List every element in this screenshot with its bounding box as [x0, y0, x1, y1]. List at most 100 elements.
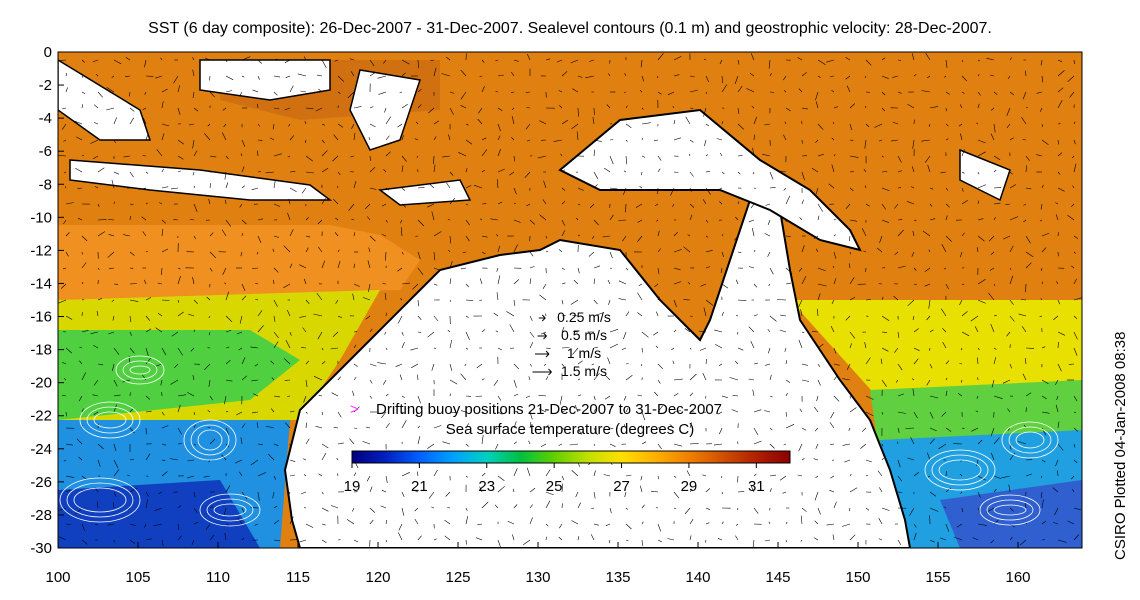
velocity-arrow [656, 219, 659, 222]
velocity-arrow [273, 107, 280, 110]
velocity-arrow [911, 251, 915, 257]
velocity-arrow [689, 347, 692, 350]
velocity-arrow [321, 150, 328, 157]
velocity-arrow [431, 506, 435, 509]
velocity-arrow [240, 251, 243, 257]
velocity-arrow [750, 203, 755, 209]
velocity-arrow [569, 443, 579, 446]
velocity-arrow [144, 91, 147, 95]
velocity-arrow [400, 298, 403, 301]
velocity-arrow [161, 248, 169, 253]
velocity-arrow [924, 267, 931, 272]
velocity-arrow [241, 219, 247, 225]
velocity-arrow [653, 331, 659, 336]
velocity-arrow [812, 331, 819, 333]
velocity-arrow [542, 199, 547, 205]
velocity-arrow [881, 203, 887, 210]
velocity-arrow [513, 202, 516, 205]
velocity-arrow [897, 427, 900, 433]
velocity-arrow [401, 187, 406, 191]
velocity-arrow [285, 75, 291, 78]
velocity-arrow [433, 120, 439, 125]
velocity-arrow [177, 394, 187, 397]
velocity-arrow [155, 327, 163, 333]
velocity-arrow [673, 507, 677, 510]
velocity-arrow [460, 267, 467, 270]
velocity-arrow [206, 296, 211, 301]
velocity-arrow [785, 282, 791, 285]
velocity-arrow [545, 523, 549, 527]
velocity-arrow [703, 307, 707, 317]
velocity-arrow [385, 116, 391, 125]
velocity-arrow [815, 91, 819, 101]
velocity-arrow [270, 137, 275, 141]
velocity-arrow [529, 504, 533, 509]
velocity-arrow [993, 123, 996, 133]
velocity-arrow [972, 537, 979, 541]
velocity-arrow [1055, 459, 1059, 467]
velocity-arrow [849, 343, 852, 349]
velocity-arrow [237, 517, 243, 525]
velocity-arrow [190, 347, 195, 352]
velocity-arrow [385, 393, 389, 397]
velocity-arrow [465, 299, 474, 301]
velocity-arrow [113, 117, 117, 125]
velocity-arrow [897, 393, 905, 397]
velocity-arrow [897, 219, 903, 221]
velocity-arrow [1009, 216, 1019, 221]
velocity-arrow [833, 501, 837, 509]
velocity-arrow [465, 539, 467, 545]
velocity-arrow [209, 535, 215, 541]
velocity-arrow [78, 456, 83, 461]
velocity-arrow [353, 106, 362, 109]
velocity-arrow [815, 475, 819, 479]
velocity-arrow [384, 107, 387, 113]
velocity-arrow [1054, 507, 1059, 516]
velocity-arrow [765, 203, 771, 206]
velocity-arrow [833, 347, 837, 354]
velocity-arrow [1073, 411, 1077, 413]
velocity-arrow [353, 263, 355, 269]
velocity-arrow [321, 443, 329, 449]
velocity-arrow [481, 378, 485, 381]
velocity-arrow [401, 420, 407, 429]
velocity-arrow [273, 395, 280, 398]
velocity-arrow [1057, 87, 1064, 93]
velocity-arrow [111, 179, 115, 189]
velocity-arrow [1073, 331, 1078, 340]
velocity-arrow [160, 57, 163, 61]
velocity-arrow [687, 234, 691, 237]
velocity-arrow [753, 440, 762, 445]
velocity-arrow [353, 376, 357, 381]
velocity-arrow [623, 91, 627, 93]
velocity-arrow [62, 394, 67, 397]
velocity-arrow [545, 491, 554, 496]
velocity-arrow [204, 57, 211, 61]
velocity-arrow [1073, 315, 1078, 320]
velocity-arrow [465, 475, 468, 478]
velocity-arrow [465, 139, 473, 145]
velocity-arrow [830, 475, 835, 479]
velocity-arrow [1073, 427, 1079, 432]
velocity-arrow [458, 152, 467, 157]
velocity-arrow [993, 202, 1001, 205]
velocity-arrow [303, 278, 307, 285]
velocity-arrow [801, 275, 807, 285]
velocity-arrow [737, 491, 745, 493]
velocity-arrow [177, 170, 181, 173]
velocity-arrow [401, 472, 410, 477]
velocity-arrow [753, 134, 755, 141]
velocity-arrow [1057, 363, 1062, 372]
velocity-arrow [337, 376, 341, 381]
velocity-arrow [785, 107, 791, 112]
velocity-arrow [689, 443, 699, 445]
lesser-sunda-islands [378, 179, 472, 206]
velocity-arrow [97, 167, 105, 173]
velocity-arrow [513, 504, 518, 509]
sst-warm-band [58, 225, 420, 300]
velocity-arrow [1009, 299, 1014, 305]
velocity-arrow [177, 311, 184, 317]
velocity-arrow [75, 167, 83, 173]
velocity-arrow [798, 443, 803, 452]
velocity-arrow [956, 523, 963, 528]
